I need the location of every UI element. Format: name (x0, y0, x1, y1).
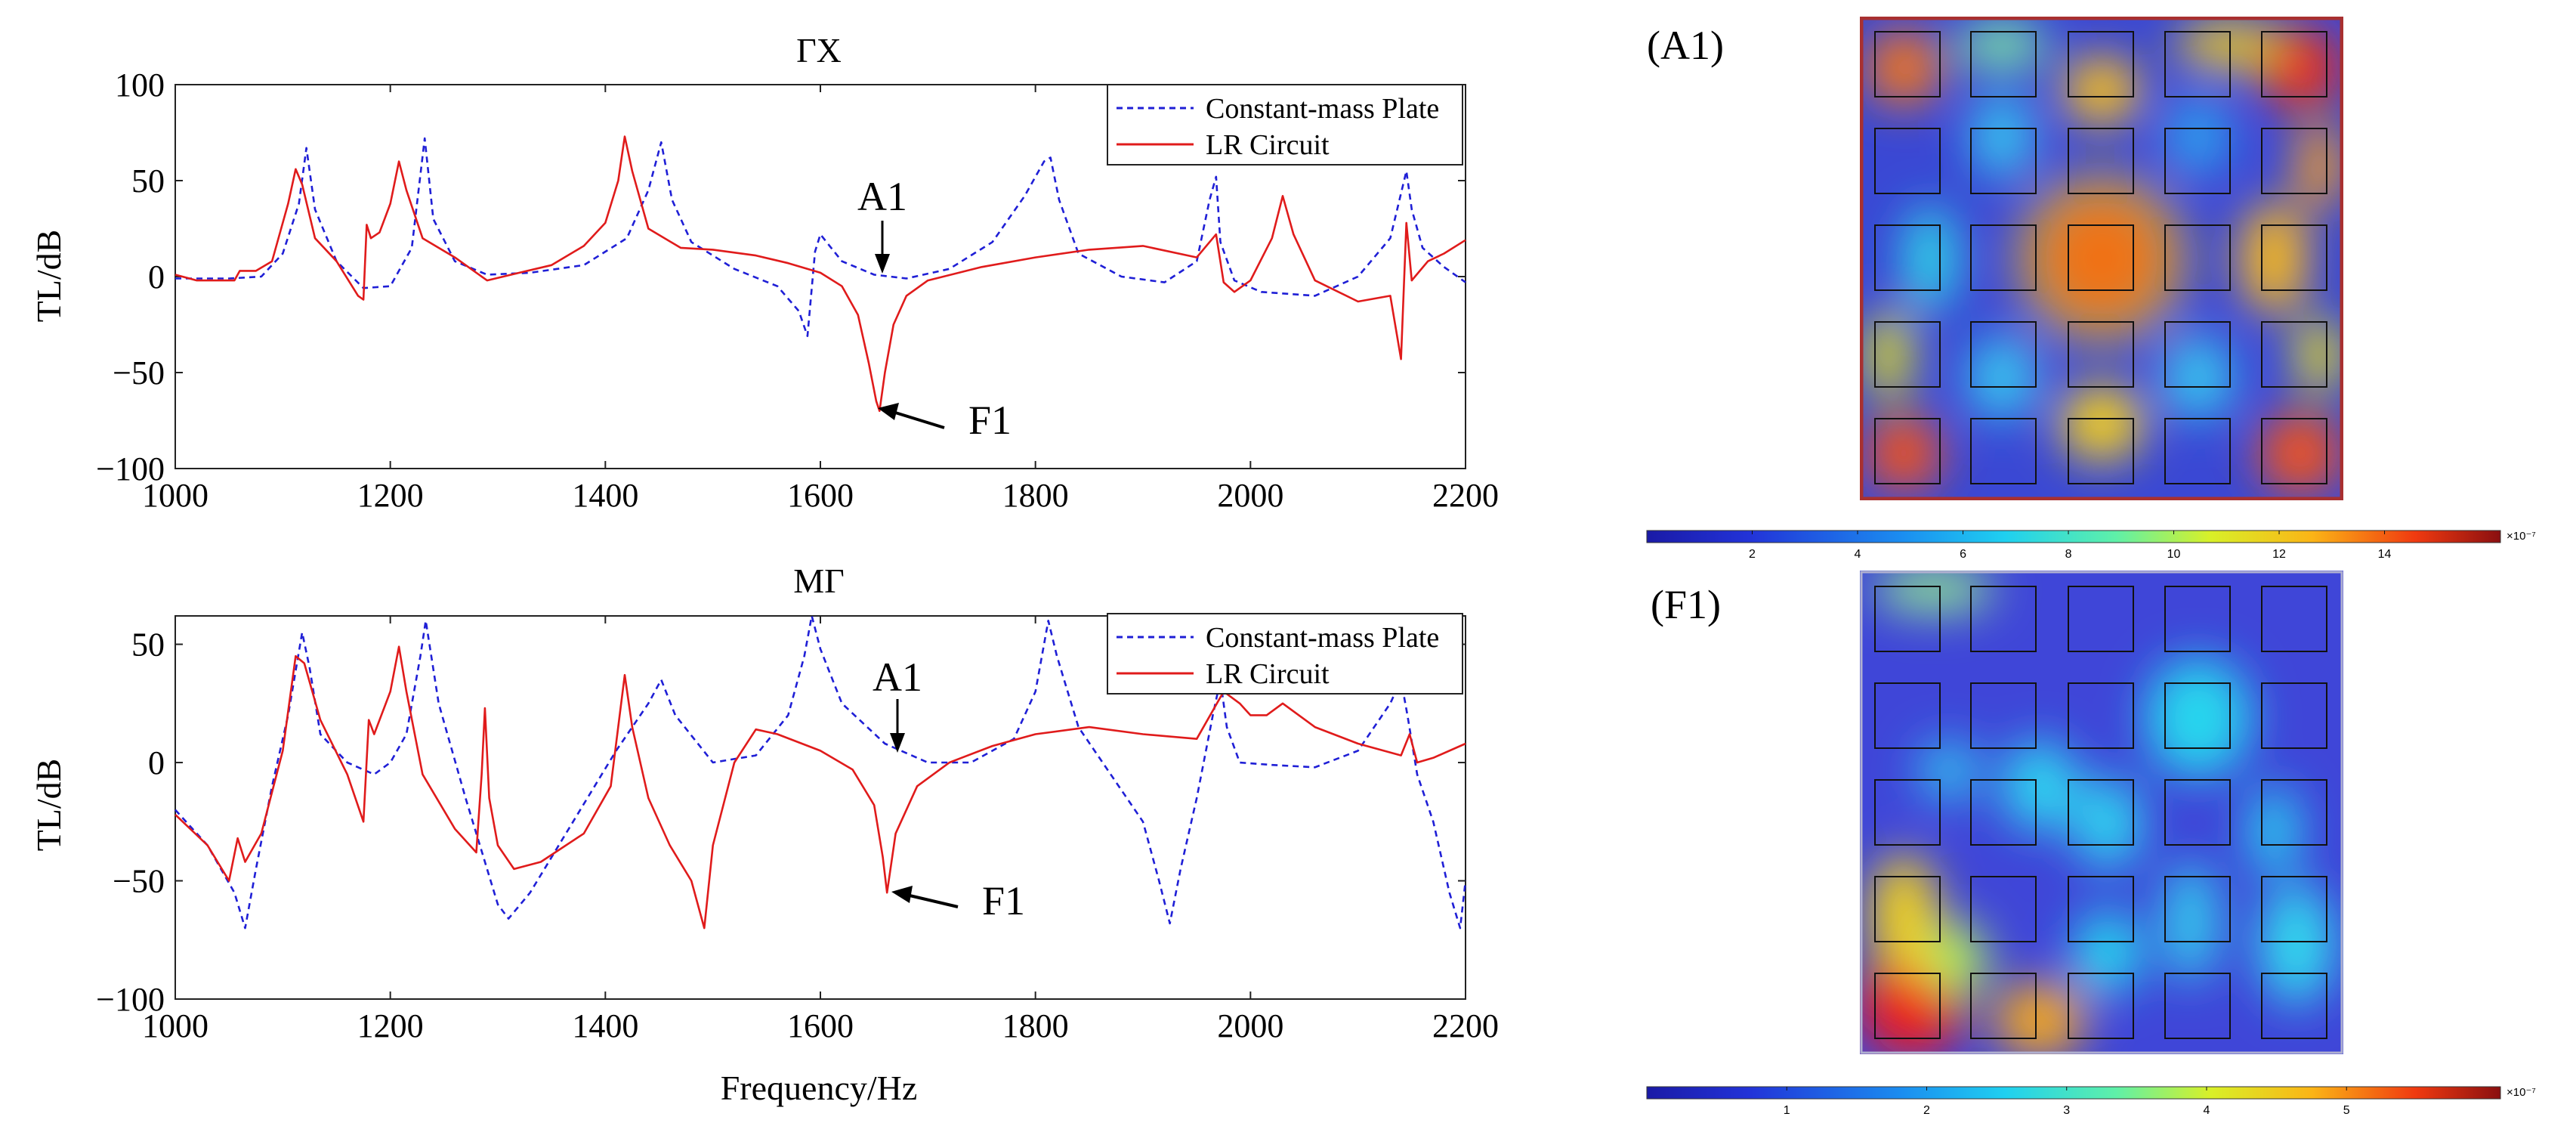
x-axis-label: Frequency/Hz (721, 1069, 918, 1107)
colorbar-tick-label: 10 (2167, 548, 2181, 561)
colorbar-tick-label: 2 (1749, 548, 1756, 561)
annotation-f1: F1 (891, 878, 1025, 923)
annotation-label: A1 (873, 654, 922, 700)
annotation-label: A1 (857, 174, 907, 219)
colorbar-tick-label: 6 (1960, 548, 1966, 561)
series-constant-mass-plate (175, 614, 1467, 930)
y-tick-label: 0 (148, 744, 165, 781)
tick-group: 1000 1200 1400 1600 1800 2000 2200 50 0 −50 −100 (96, 616, 1499, 1044)
x-tick-label: 1400 (572, 477, 638, 514)
colorbar-exponent: ×10⁻⁷ (2507, 530, 2536, 543)
y-tick-label: −100 (96, 450, 165, 487)
y-tick-label: 50 (131, 626, 165, 664)
x-tick-label: 1600 (787, 477, 854, 514)
annotation-label: F1 (968, 398, 1012, 443)
x-tick-label: 1200 (357, 477, 424, 514)
tick-group: 1000 1200 1400 1600 1800 2000 2200 100 50 0 −50 −10… (96, 67, 1499, 514)
m-gamma-chart: MΓ TL/dB Frequency/Hz 1000 1200 1400 1600 18… (29, 562, 1499, 1107)
annotation-a1: A1 (873, 654, 922, 753)
x-tick-label: 1400 (572, 1007, 638, 1044)
colorbar-tick-label: 8 (2065, 548, 2072, 561)
annotation-f1: F1 (878, 398, 1012, 443)
y-tick-label: 100 (115, 67, 165, 104)
y-tick-label: 50 (131, 162, 165, 200)
x-tick-label: 2000 (1217, 477, 1283, 514)
y-tick-label: 0 (148, 258, 165, 295)
panel-label: (F1) (1651, 582, 1721, 627)
colorbar-tick-label: 12 (2272, 548, 2286, 561)
legend: Constant-mass Plate LR Circuit (1107, 613, 1463, 695)
x-tick-label: 2200 (1432, 1007, 1499, 1044)
x-tick-label: 1600 (787, 1007, 854, 1044)
y-axis-label: TL/dB (29, 230, 68, 323)
colorbar-a1: 2 4 6 8 10 12 14 ×10⁻⁷ (1646, 530, 2536, 561)
x-tick-label: 2200 (1432, 477, 1499, 514)
x-tick-label: 1200 (357, 1007, 424, 1044)
colorbar-tick-label: 3 (2063, 1104, 2070, 1117)
x-tick-label: 2000 (1217, 1007, 1283, 1044)
colorbar-tick-label: 4 (2204, 1104, 2210, 1117)
chart-title: MΓ (793, 562, 845, 600)
y-tick-label: −100 (96, 981, 165, 1018)
axes-frame (175, 615, 1466, 1000)
colorbar-tick-label: 2 (1923, 1104, 1930, 1117)
legend-label: LR Circuit (1206, 129, 1330, 161)
field-map-f1: (F1) (1646, 571, 2536, 1117)
x-tick-label: 1000 (142, 1007, 208, 1044)
y-tick-label: −50 (113, 354, 165, 391)
field-map-a1: (A1) (1646, 17, 2536, 561)
x-tick-label: 1800 (1002, 1007, 1069, 1044)
colorbar-tick-label: 14 (2378, 548, 2392, 561)
y-axis-label: TL/dB (29, 759, 68, 852)
colorbar-tick-label: 5 (2343, 1104, 2350, 1117)
series-lr-circuit (175, 645, 1466, 930)
legend-label: Constant-mass Plate (1206, 93, 1439, 125)
gamma-x-chart: ΓX TL/dB 1000 1200 1400 1600 1800 2000 2200100… (29, 31, 1499, 514)
panel-label: (A1) (1647, 23, 1724, 68)
colorbar-f1: 1 2 3 4 5 ×10⁻⁷ (1646, 1086, 2536, 1117)
colorbar-tick-label: 1 (1784, 1104, 1790, 1117)
x-tick-label: 1000 (142, 477, 208, 514)
annotation-label: F1 (982, 878, 1025, 923)
legend-label: Constant-mass Plate (1206, 622, 1439, 654)
series-constant-mass-plate (175, 137, 1466, 338)
plot-area (175, 614, 1467, 1000)
plot-area (175, 84, 1466, 469)
colorbar-exponent: ×10⁻⁷ (2507, 1086, 2536, 1099)
legend-label: LR Circuit (1206, 658, 1330, 690)
chart-title: ΓX (796, 31, 842, 70)
legend: Constant-mass Plate LR Circuit (1107, 84, 1463, 166)
x-tick-label: 1800 (1002, 477, 1069, 514)
axes-frame (175, 84, 1466, 469)
y-tick-label: −50 (113, 863, 165, 900)
series-lr-circuit (175, 135, 1466, 413)
colorbar-tick-label: 4 (1855, 548, 1861, 561)
annotation-a1: A1 (857, 174, 907, 274)
